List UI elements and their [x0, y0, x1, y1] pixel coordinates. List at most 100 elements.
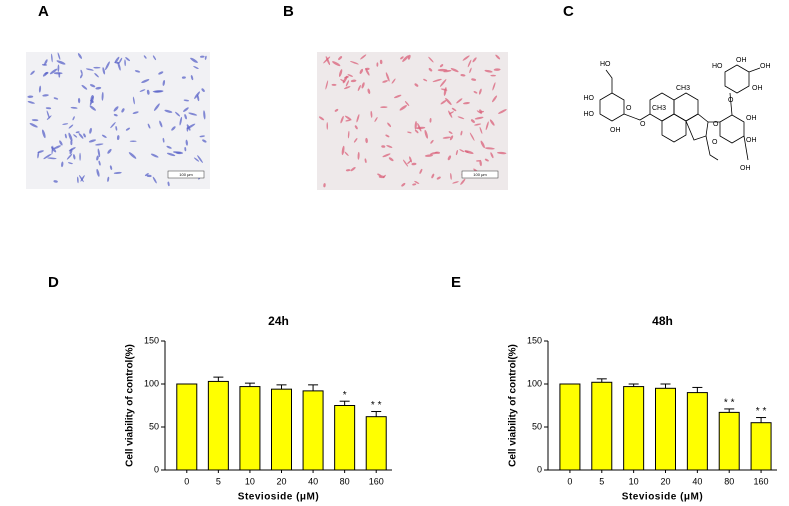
cell	[450, 172, 452, 180]
cell	[44, 59, 48, 66]
cell	[387, 122, 392, 128]
cell	[388, 157, 394, 162]
cell	[203, 110, 206, 120]
x-tick-label: 160	[754, 476, 769, 486]
cell	[46, 110, 50, 119]
cell	[382, 174, 386, 179]
cell	[166, 152, 176, 157]
x-tick-label: 0	[184, 476, 189, 486]
cell	[190, 57, 198, 63]
panel-label: D	[48, 274, 59, 291]
cell	[201, 88, 205, 92]
ring	[599, 92, 625, 122]
chemical-structure	[599, 64, 761, 161]
cell	[428, 67, 433, 72]
cell	[61, 161, 64, 168]
micrograph	[317, 52, 508, 190]
cell	[80, 73, 83, 79]
cell	[345, 169, 351, 172]
bar	[271, 388, 292, 471]
cell	[412, 183, 417, 186]
cell	[27, 95, 34, 98]
cell	[129, 140, 137, 143]
atom-label: OH	[760, 63, 771, 70]
bar	[591, 381, 613, 471]
cell	[480, 140, 485, 149]
cell	[77, 97, 81, 104]
cell	[442, 136, 451, 139]
cell	[382, 153, 391, 158]
cell	[334, 108, 339, 112]
cell	[432, 78, 442, 83]
cell	[424, 129, 428, 139]
cell	[166, 145, 172, 149]
cell	[202, 139, 207, 143]
bar	[302, 390, 324, 471]
bar	[686, 392, 708, 471]
cell	[490, 74, 497, 77]
cell	[498, 109, 507, 114]
cell	[350, 61, 359, 65]
atom-label: HO	[712, 63, 723, 70]
cell	[62, 123, 69, 125]
atom-label: HO	[584, 111, 595, 118]
cell	[96, 155, 99, 161]
atom-label: CH3	[652, 105, 666, 112]
cell	[101, 91, 104, 101]
ring	[719, 114, 745, 144]
y-tick-label: 150	[144, 335, 159, 345]
cell	[47, 157, 57, 160]
cell	[402, 55, 409, 62]
y-tick-label: 100	[527, 378, 542, 388]
bar	[750, 422, 772, 471]
atom-label: OH	[752, 85, 763, 92]
cell	[460, 130, 463, 136]
scale-bar-label: 100 μm	[473, 172, 487, 177]
cell	[364, 158, 367, 164]
cell	[493, 68, 501, 71]
significance-label: *	[343, 390, 347, 401]
y-tick-label: 50	[149, 421, 159, 431]
cell	[478, 88, 482, 95]
cell	[459, 149, 465, 153]
cell	[463, 102, 470, 105]
cell	[80, 69, 83, 75]
cell	[53, 97, 59, 100]
cell	[365, 67, 370, 76]
cell	[485, 121, 489, 131]
cell	[341, 145, 345, 156]
cell	[146, 174, 152, 178]
cell	[374, 117, 378, 123]
chart-title: 24h	[268, 314, 289, 328]
y-tick-label: 50	[532, 421, 542, 431]
cell	[183, 107, 189, 112]
cell	[474, 116, 484, 120]
cell	[332, 61, 341, 67]
cell	[323, 183, 326, 188]
cell	[429, 117, 432, 123]
cell	[73, 154, 76, 160]
significance-label: * *	[724, 398, 735, 409]
micrograph	[26, 52, 210, 189]
cell	[492, 82, 496, 91]
cell	[385, 72, 390, 82]
ring	[673, 92, 699, 122]
significance-label: * *	[371, 400, 382, 411]
cell	[72, 116, 75, 121]
cell	[162, 79, 166, 86]
cell	[83, 133, 86, 138]
cell	[361, 82, 365, 89]
cell	[345, 80, 350, 87]
atom-label: OH	[746, 115, 757, 122]
cell	[345, 119, 351, 122]
cell	[360, 54, 367, 60]
atom-label: OH	[610, 127, 621, 134]
cell	[42, 63, 48, 66]
cell	[448, 131, 453, 134]
cell	[394, 94, 402, 99]
chart-title: 48h	[652, 314, 673, 328]
cell	[464, 150, 469, 153]
cell	[382, 80, 388, 83]
cell	[57, 52, 61, 60]
cell	[116, 135, 120, 141]
